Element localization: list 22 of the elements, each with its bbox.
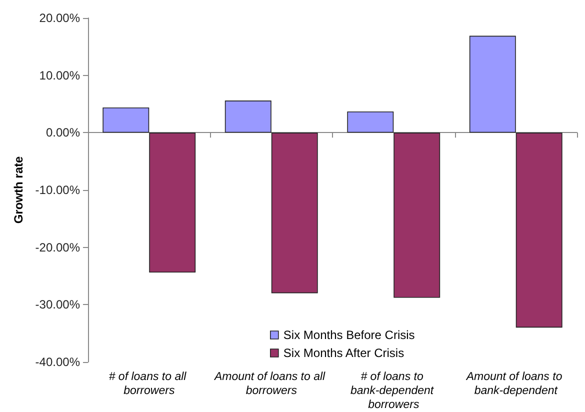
y-tick-label: 10.00%	[39, 68, 80, 82]
x-tick-label: Amount of loans to bank-dependent	[465, 371, 566, 397]
bar	[469, 36, 516, 133]
y-tick-label: 0.00%	[46, 126, 80, 140]
y-axis-title: Growth rate	[11, 156, 26, 224]
x-tick-label: # of loans to all borrowers	[108, 371, 190, 397]
bar	[347, 111, 394, 133]
y-tick-label: -20.00%	[35, 240, 80, 254]
bar	[102, 107, 150, 133]
bar	[149, 132, 196, 273]
bar	[224, 100, 272, 133]
y-tick-label: -30.00%	[35, 298, 80, 312]
y-tick-label: -40.00%	[35, 355, 80, 369]
legend-label: Six Months After Crisis	[283, 346, 404, 360]
bar	[516, 132, 562, 328]
bar	[271, 132, 318, 294]
y-tick-label: 20.00%	[39, 11, 80, 25]
x-tick-label: # of loans to bank-dependent borrowers	[350, 371, 437, 411]
legend-label: Six Months Before Crisis	[283, 328, 415, 342]
bar	[394, 132, 440, 298]
x-tick-label: Amount of loans to all borrowers	[213, 371, 328, 397]
y-tick-label: -10.00%	[35, 183, 80, 197]
